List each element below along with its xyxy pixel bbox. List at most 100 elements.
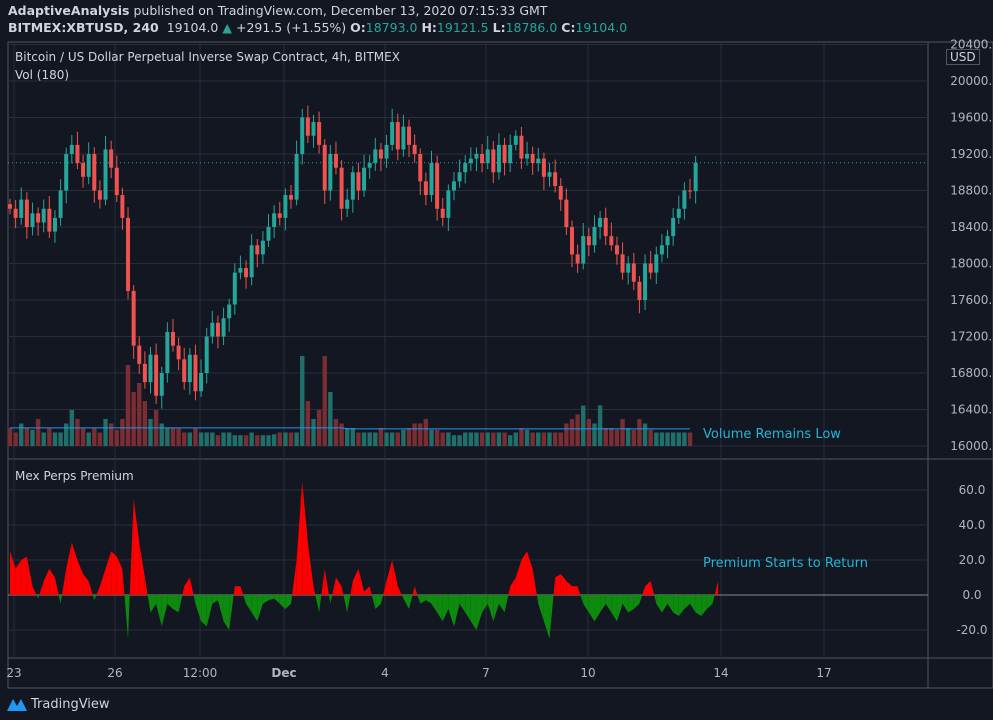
premium-area-segment [291,595,293,604]
premium-area-segment [397,586,402,595]
close-label: C: [561,20,576,35]
brand-name: TradingView [31,696,110,712]
candle-body [120,195,125,218]
premium-area-segment [527,551,533,595]
premium-area-segment [583,595,589,613]
candle-body [474,154,479,159]
premium-area-segment [538,595,544,622]
volume-bar [406,428,412,446]
candle-body [238,268,243,273]
tradingview-logo[interactable]: TradingView [6,696,110,712]
x-tick-label: 12:00 [183,666,218,680]
x-tick-label: 4 [381,666,389,680]
candle-body [688,190,693,192]
premium-area-segment [572,586,578,595]
volume-bar [108,423,114,446]
y-tick-label: 20400.0 [950,38,993,52]
candle-body [126,217,131,291]
volume-bar [159,423,164,446]
candle-body [204,336,209,373]
x-tick-label: 23 [6,666,21,680]
volume-bar [266,435,271,446]
premium-area-segment [133,498,140,595]
candle-body [86,154,91,177]
up-arrow-icon: ▲ [222,20,232,35]
premium-tick-label: 60.0 [959,483,986,497]
premium-area-segment [111,551,117,595]
premium-area-segment [285,595,291,609]
premium-area-segment [279,595,286,609]
premium-area-segment [701,595,707,616]
premium-area-segment [459,595,466,613]
premium-area-segment [588,595,595,622]
volume-label: Vol (180) [15,68,70,82]
candle-body [350,172,355,200]
candle-body [221,318,226,337]
premium-area-segment [656,595,662,613]
candle-body [384,144,389,159]
volume-bar [626,428,631,446]
volume-bar [530,432,535,446]
premium-area-segment [714,581,719,595]
candle-body [536,158,541,164]
premium-area-segment [321,568,325,595]
volume-bar [519,428,524,446]
premium-area-segment [240,586,244,595]
volume-bar [423,419,429,446]
premium-area-segment [10,551,16,595]
volume-bar [373,432,378,446]
premium-area-segment [364,586,370,595]
y-tick-label: 16800.0 [950,366,993,380]
premium-area-segment [695,595,702,616]
candle-body [412,144,417,154]
premium-area-segment [61,568,67,595]
premium-area-segment [392,560,398,595]
premium-area-segment [645,581,651,595]
candle-body [311,122,316,136]
candle-body [468,158,473,164]
premium-area-segment [555,574,561,595]
premium-area-segment [302,481,308,595]
candle-body [440,208,445,218]
premium-area-segment [268,595,275,601]
volume-bar [356,432,361,446]
candle-body [277,213,282,218]
volume-bar [440,432,445,446]
last-price: 19104.0 [166,20,219,35]
premium-area-segment [508,586,511,595]
author[interactable]: AdaptiveAnalysis [8,3,130,18]
volume-bar [137,383,142,446]
x-tick-label: 7 [482,666,490,680]
candle-body [333,154,338,168]
volume-bar [603,428,608,446]
volume-bar [120,419,125,446]
candle-body [58,190,63,218]
volume-bar [148,419,153,446]
candle-body [693,162,698,192]
candle-body [603,217,608,237]
volume-bar [125,365,131,446]
premium-area-segment [335,577,342,595]
candle-body [570,227,574,255]
volume-bar [395,432,400,446]
currency-label[interactable]: USD [946,49,980,65]
candle-body [513,135,518,145]
premium-area-segment [178,595,183,613]
premium-area-segment [515,560,522,595]
volume-bar [322,356,327,446]
volume-bar [187,432,193,446]
premium-tick-label: 40.0 [959,518,986,532]
premium-area-segment [83,574,89,595]
volume-bar [367,432,372,446]
premium-area-segment [212,595,218,604]
candle-body [614,245,619,255]
premium-area-segment [233,586,235,595]
premium-area-segment [600,595,606,613]
premium-area-segment [678,595,685,616]
premium-area-segment [229,595,234,630]
premium-area-segment [448,595,454,627]
x-tick-label: 26 [107,666,122,680]
premium-area-segment [403,595,410,609]
candle-body [609,236,614,246]
